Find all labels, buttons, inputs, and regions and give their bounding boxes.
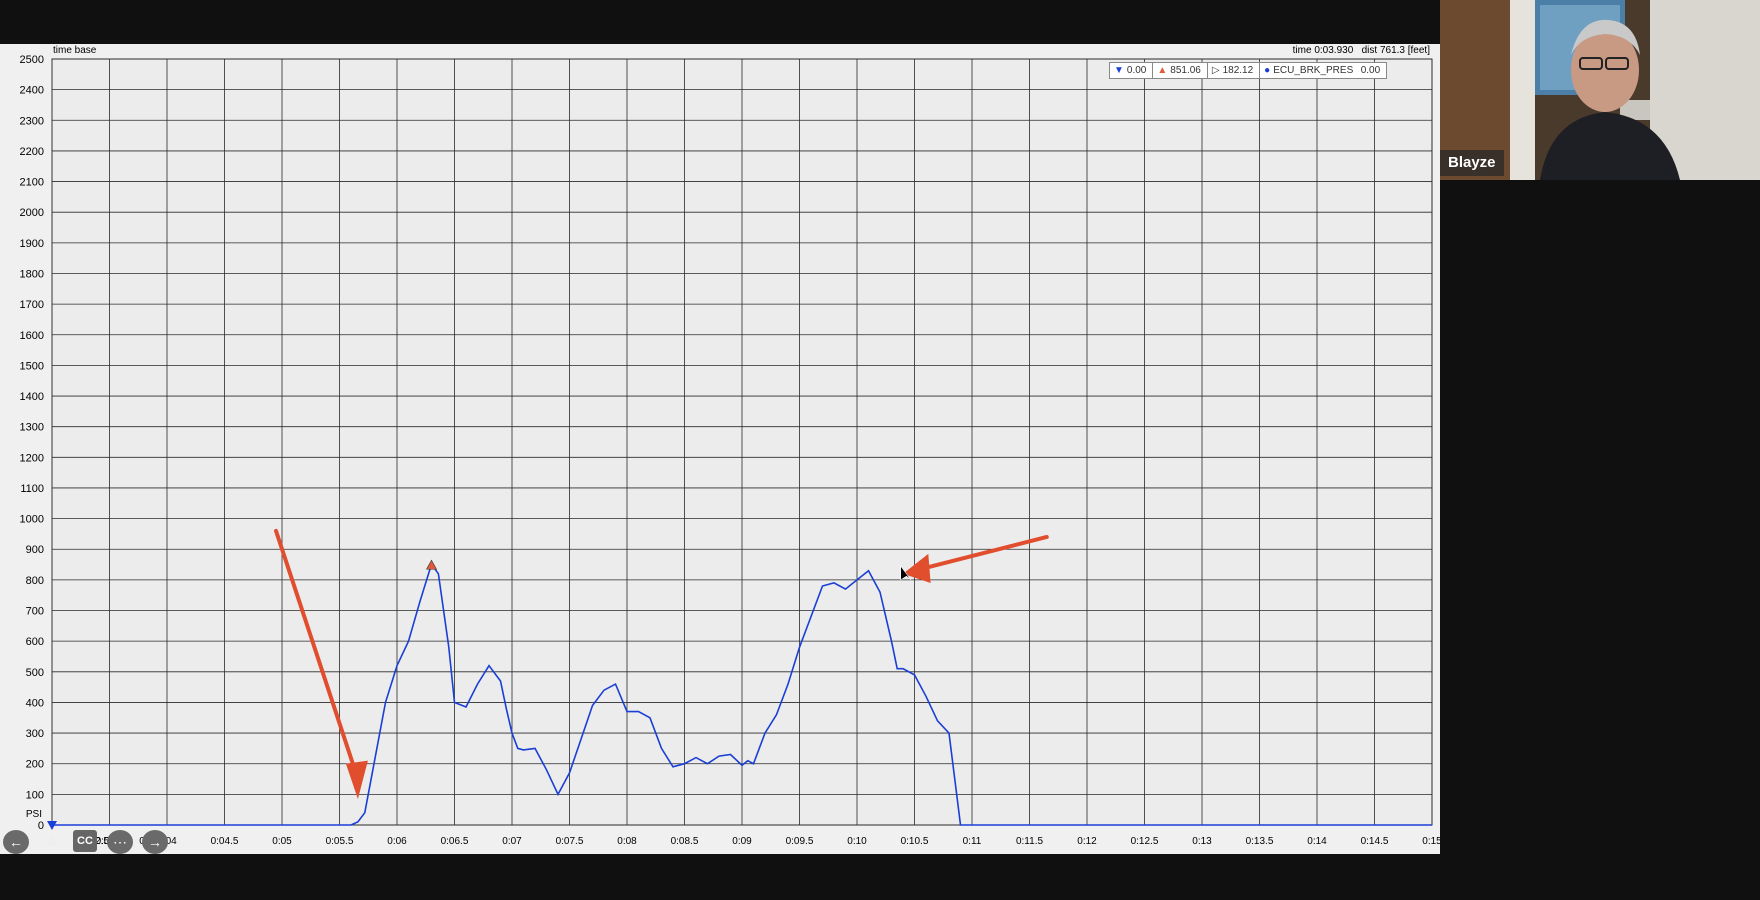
annotation-arrowhead-onset	[345, 760, 368, 799]
y-tick-label: 600	[26, 636, 44, 648]
participant-video	[1440, 0, 1760, 180]
x-tick-label: 0:06	[387, 836, 407, 847]
y-tick-label: 0	[38, 820, 44, 832]
series-line-brake-pressure	[52, 562, 1432, 826]
cursor-triangle-icon: ▲	[44, 832, 60, 849]
time-readout: time 0:03.930	[1292, 45, 1354, 56]
y-tick-label: 2400	[20, 85, 44, 97]
x-tick-label: 0:14.5	[1361, 836, 1389, 847]
x-tick-label: 0:10.5	[901, 836, 929, 847]
y-tick-label: 2200	[20, 146, 44, 158]
mouse-cursor-icon	[900, 565, 912, 581]
x-tick-label: 0:15	[1422, 836, 1440, 847]
y-tick-label: 1000	[20, 514, 44, 526]
y-tick-label: 1900	[20, 238, 44, 250]
legend-avg: ▷ 182.12	[1208, 63, 1261, 78]
x-tick-label: 0:12.5	[1131, 836, 1159, 847]
min-triangle-icon: ▼	[1114, 65, 1124, 76]
legend-min: ▼ 0.00	[1110, 63, 1154, 78]
x-tick-label: 0:13	[1192, 836, 1212, 847]
status-bar: time base time 0:03.930 dist 761.3 [feet…	[0, 44, 1440, 58]
y-tick-label: 800	[26, 575, 44, 587]
legend-max-value: 851.06	[1170, 65, 1201, 76]
annotation-arrowhead-peak	[903, 553, 931, 583]
back-button[interactable]: ←	[3, 830, 29, 854]
y-tick-label: 1100	[20, 483, 44, 495]
legend-avg-value: 182.12	[1222, 65, 1254, 76]
legend-channel-name: ECU_BRK_PRES	[1273, 65, 1354, 76]
x-tick-label: 0:09.5	[786, 836, 814, 847]
y-tick-label: 200	[26, 759, 44, 771]
cursor-readout: time 0:03.930 dist 761.3 [feet]	[1293, 45, 1430, 56]
x-tick-label: 0:08.5	[671, 836, 699, 847]
x-tick-label: 0:11.5	[1016, 836, 1043, 847]
y-tick-label: 2500	[20, 54, 44, 66]
y-tick-label: 500	[26, 667, 44, 679]
y-tick-label: 2100	[20, 177, 44, 189]
y-tick-label: 1600	[20, 330, 44, 342]
annotation-arrow-onset	[274, 528, 360, 782]
x-tick-label: 0:08	[617, 836, 637, 847]
y-tick-label: 1500	[20, 360, 44, 372]
y-tick-label: 300	[26, 728, 44, 740]
x-tick-label-partial: 2.5	[95, 836, 109, 847]
channel-dot-icon: ●	[1264, 65, 1271, 76]
participant-video-frame	[1440, 0, 1760, 180]
arrow-right-circle-icon: →	[148, 834, 162, 850]
x-tick-label: 0:11	[963, 836, 982, 847]
legend-channel-value: 0.00	[1360, 65, 1381, 76]
cursor-tool-button[interactable]: ▲	[40, 830, 64, 852]
channel-legend: ▼ 0.00 ▲ 851.06 ▷ 182.12 ● ECU_BRK_PRES …	[1109, 62, 1388, 79]
x-tick-label: 0:05.5	[326, 836, 354, 847]
y-tick-label: 400	[26, 697, 44, 709]
y-tick-label: 1700	[20, 299, 44, 311]
distance-readout: dist 761.3 [feet]	[1361, 45, 1430, 56]
x-tick-label: 0:07	[502, 836, 522, 847]
closed-captions-button[interactable]: CC	[73, 830, 97, 852]
y-axis-unit: PSI	[26, 809, 42, 820]
telemetry-window: time base time 0:03.930 dist 761.3 [feet…	[0, 44, 1440, 854]
legend-max: ▲ 851.06	[1153, 63, 1208, 78]
x-tick-label: 0:14	[1307, 836, 1327, 847]
x-tick-label: 0:09	[732, 836, 752, 847]
y-tick-label: 2300	[20, 115, 44, 127]
forward-button[interactable]: →	[142, 830, 168, 854]
x-tick-label: 0:07.5	[556, 836, 584, 847]
x-tick-label: 0:10	[847, 836, 867, 847]
annotation-arrow-peak	[918, 534, 1049, 572]
more-options-button[interactable]: ⋯	[107, 830, 133, 854]
participant-name-tag: Blayze	[1440, 150, 1504, 176]
arrow-left-circle-icon: ←	[9, 834, 23, 850]
max-marker	[425, 559, 438, 570]
y-tick-label: 1400	[20, 391, 44, 403]
x-tick-label: 0:12	[1077, 836, 1097, 847]
legend-min-value: 0.00	[1126, 65, 1147, 76]
y-tick-label: 2000	[20, 207, 44, 219]
x-tick-label: 0:05	[272, 836, 292, 847]
max-triangle-icon: ▲	[1157, 65, 1168, 76]
y-tick-label: 900	[26, 544, 44, 556]
y-tick-label: 1300	[20, 422, 44, 434]
min-marker	[47, 821, 57, 830]
avg-triangle-icon: ▷	[1211, 65, 1220, 76]
brake-pressure-chart[interactable]: 0 100 200 300 400 500 600 700 800 900 1000 1100 1200…	[0, 44, 1440, 854]
x-tick-label: 0:04.5	[211, 836, 239, 847]
x-tick-label: 0:13.5	[1246, 836, 1274, 847]
legend-channel[interactable]: ● ECU_BRK_PRES 0.00	[1260, 63, 1386, 78]
y-tick-label: 700	[26, 606, 44, 618]
y-tick-label: 1200	[20, 452, 44, 464]
time-base-label: time base	[53, 45, 97, 56]
y-tick-label: 1800	[20, 268, 44, 280]
x-tick-label: 0:06.5	[441, 836, 469, 847]
ellipsis-circle-icon: ⋯	[113, 834, 127, 850]
y-tick-label: 100	[26, 789, 44, 801]
